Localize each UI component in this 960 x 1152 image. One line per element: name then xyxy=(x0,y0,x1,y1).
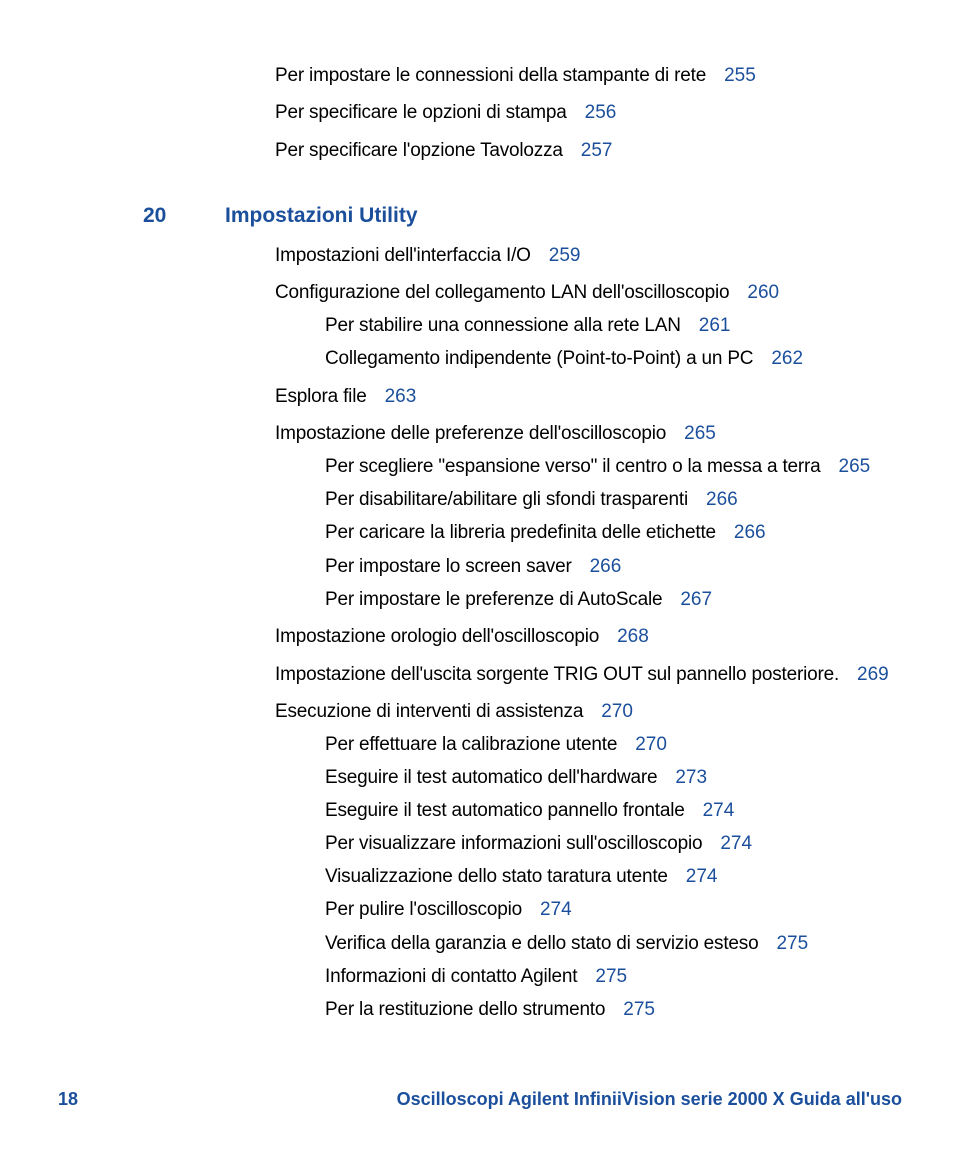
toc-entry-page: 266 xyxy=(706,489,738,510)
toc-entry-text: Per visualizzare informazioni sull'oscil… xyxy=(325,833,702,854)
toc-entry-page: 263 xyxy=(385,386,417,407)
toc-entry[interactable]: Impostazione orologio dell'oscilloscopio… xyxy=(275,623,905,651)
toc-entry-text: Per impostare le connessioni della stamp… xyxy=(275,65,706,86)
toc-entry[interactable]: Verifica della garanzia e dello stato di… xyxy=(325,930,905,958)
toc-entry[interactable]: Per scegliere "espansione verso" il cent… xyxy=(325,453,905,481)
toc-entry-page: 275 xyxy=(595,966,627,987)
toc-content: Per impostare le connessioni della stamp… xyxy=(225,56,905,1023)
chapter-number: 20 xyxy=(143,201,166,231)
toc-entry-page: 257 xyxy=(581,140,613,161)
toc-entry-text: Per impostare lo screen saver xyxy=(325,556,572,577)
toc-entry-text: Eseguire il test automatico pannello fro… xyxy=(325,800,685,821)
toc-entry-page: 275 xyxy=(776,933,808,954)
toc-entry-text: Per la restituzione dello strumento xyxy=(325,999,605,1020)
toc-entry-text: Per stabilire una connessione alla rete … xyxy=(325,315,681,336)
toc-entry-text: Impostazioni dell'interfaccia I/O xyxy=(275,245,531,266)
toc-entry-text: Per scegliere "espansione verso" il cent… xyxy=(325,456,821,477)
toc-entry-text: Impostazione orologio dell'oscilloscopio xyxy=(275,626,599,647)
toc-entry-text: Per specificare l'opzione Tavolozza xyxy=(275,140,563,161)
toc-entry-page: 266 xyxy=(590,556,622,577)
toc-entry[interactable]: Per specificare le opzioni di stampa 256 xyxy=(275,99,905,127)
toc-entry[interactable]: Esecuzione di interventi di assistenza 27… xyxy=(275,698,905,726)
toc-entry-page: 274 xyxy=(686,866,718,887)
toc-entry[interactable]: Configurazione del collegamento LAN dell… xyxy=(275,279,905,307)
toc-entry-page: 256 xyxy=(585,102,617,123)
toc-entry[interactable]: Per impostare lo screen saver 266 xyxy=(325,553,905,581)
toc-entry[interactable]: Per effettuare la calibrazione utente 270 xyxy=(325,731,905,759)
toc-entry[interactable]: Per pulire l'oscilloscopio 274 xyxy=(325,896,905,924)
toc-entry-page: 268 xyxy=(617,626,649,647)
toc-entry-page: 274 xyxy=(720,833,752,854)
toc-entry[interactable]: Visualizzazione dello stato taratura ute… xyxy=(325,863,905,891)
toc-entry-text: Per caricare la libreria predefinita del… xyxy=(325,522,716,543)
toc-entry[interactable]: Eseguire il test automatico pannello fro… xyxy=(325,797,905,825)
chapter-row: 20 Impostazioni Utility xyxy=(225,201,905,231)
toc-entry-page: 270 xyxy=(635,734,667,755)
toc-entry-page: 269 xyxy=(857,664,889,685)
toc-entry[interactable]: Per stabilire una connessione alla rete … xyxy=(325,312,905,340)
toc-entry-text: Per specificare le opzioni di stampa xyxy=(275,102,567,123)
toc-entry-text: Per disabilitare/abilitare gli sfondi tr… xyxy=(325,489,688,510)
toc-entry-page: 273 xyxy=(675,767,707,788)
toc-entry[interactable]: Informazioni di contatto Agilent 275 xyxy=(325,963,905,991)
footer-book-title: Oscilloscopi Agilent InfiniiVision serie… xyxy=(397,1086,902,1112)
toc-entry-text: Configurazione del collegamento LAN dell… xyxy=(275,282,729,303)
toc-entry[interactable]: Per impostare le preferenze di AutoScale… xyxy=(325,586,905,614)
footer-page-number: 18 xyxy=(58,1086,78,1112)
toc-entry-page: 274 xyxy=(540,899,572,920)
toc-entry-text: Esplora file xyxy=(275,386,367,407)
toc-entry-page: 261 xyxy=(699,315,731,336)
toc-entry-page: 274 xyxy=(703,800,735,821)
chapter-title: Impostazioni Utility xyxy=(225,204,418,227)
page-footer: 18 Oscilloscopi Agilent InfiniiVision se… xyxy=(58,1086,902,1112)
toc-entry[interactable]: Per specificare l'opzione Tavolozza 257 xyxy=(275,137,905,165)
toc-entry-page: 259 xyxy=(549,245,581,266)
toc-entry-text: Esecuzione di interventi di assistenza xyxy=(275,701,583,722)
toc-entry-page: 260 xyxy=(747,282,779,303)
toc-entry-page: 275 xyxy=(623,999,655,1020)
toc-entry[interactable]: Per visualizzare informazioni sull'oscil… xyxy=(325,830,905,858)
toc-entry-page: 270 xyxy=(601,701,633,722)
toc-entry[interactable]: Eseguire il test automatico dell'hardwar… xyxy=(325,764,905,792)
toc-entry[interactable]: Per disabilitare/abilitare gli sfondi tr… xyxy=(325,486,905,514)
toc-entry-text: Verifica della garanzia e dello stato di… xyxy=(325,933,758,954)
toc-entry-text: Impostazione dell'uscita sorgente TRIG O… xyxy=(275,664,839,685)
toc-entry-text: Per effettuare la calibrazione utente xyxy=(325,734,617,755)
toc-entry[interactable]: Per caricare la libreria predefinita del… xyxy=(325,519,905,547)
toc-entry-text: Visualizzazione dello stato taratura ute… xyxy=(325,866,668,887)
toc-entry-page: 265 xyxy=(684,423,716,444)
toc-entry-page: 262 xyxy=(771,348,803,369)
toc-entry-text: Per impostare le preferenze di AutoScale xyxy=(325,589,662,610)
toc-block-1: Per impostare le connessioni della stamp… xyxy=(225,62,905,165)
toc-entry-text: Informazioni di contatto Agilent xyxy=(325,966,577,987)
toc-entry[interactable]: Esplora file 263 xyxy=(275,383,905,411)
toc-entry-page: 265 xyxy=(839,456,871,477)
toc-entry[interactable]: Impostazioni dell'interfaccia I/O 259 xyxy=(275,242,905,270)
toc-entry-text: Impostazione delle preferenze dell'oscil… xyxy=(275,423,666,444)
toc-entry-page: 255 xyxy=(724,65,756,86)
toc-entry-page: 267 xyxy=(680,589,712,610)
toc-entry[interactable]: Impostazione dell'uscita sorgente TRIG O… xyxy=(275,661,905,689)
toc-entry-text: Eseguire il test automatico dell'hardwar… xyxy=(325,767,657,788)
toc-entry[interactable]: Impostazione delle preferenze dell'oscil… xyxy=(275,420,905,448)
toc-entry-page: 266 xyxy=(734,522,766,543)
toc-entry-text: Collegamento indipendente (Point-to-Poin… xyxy=(325,348,753,369)
toc-entry[interactable]: Per impostare le connessioni della stamp… xyxy=(275,62,905,90)
toc-entry[interactable]: Collegamento indipendente (Point-to-Poin… xyxy=(325,345,905,373)
toc-block-2: Impostazioni dell'interfaccia I/O 259 Conf… xyxy=(225,242,905,1024)
toc-entry-text: Per pulire l'oscilloscopio xyxy=(325,899,522,920)
toc-entry[interactable]: Per la restituzione dello strumento 275 xyxy=(325,996,905,1024)
